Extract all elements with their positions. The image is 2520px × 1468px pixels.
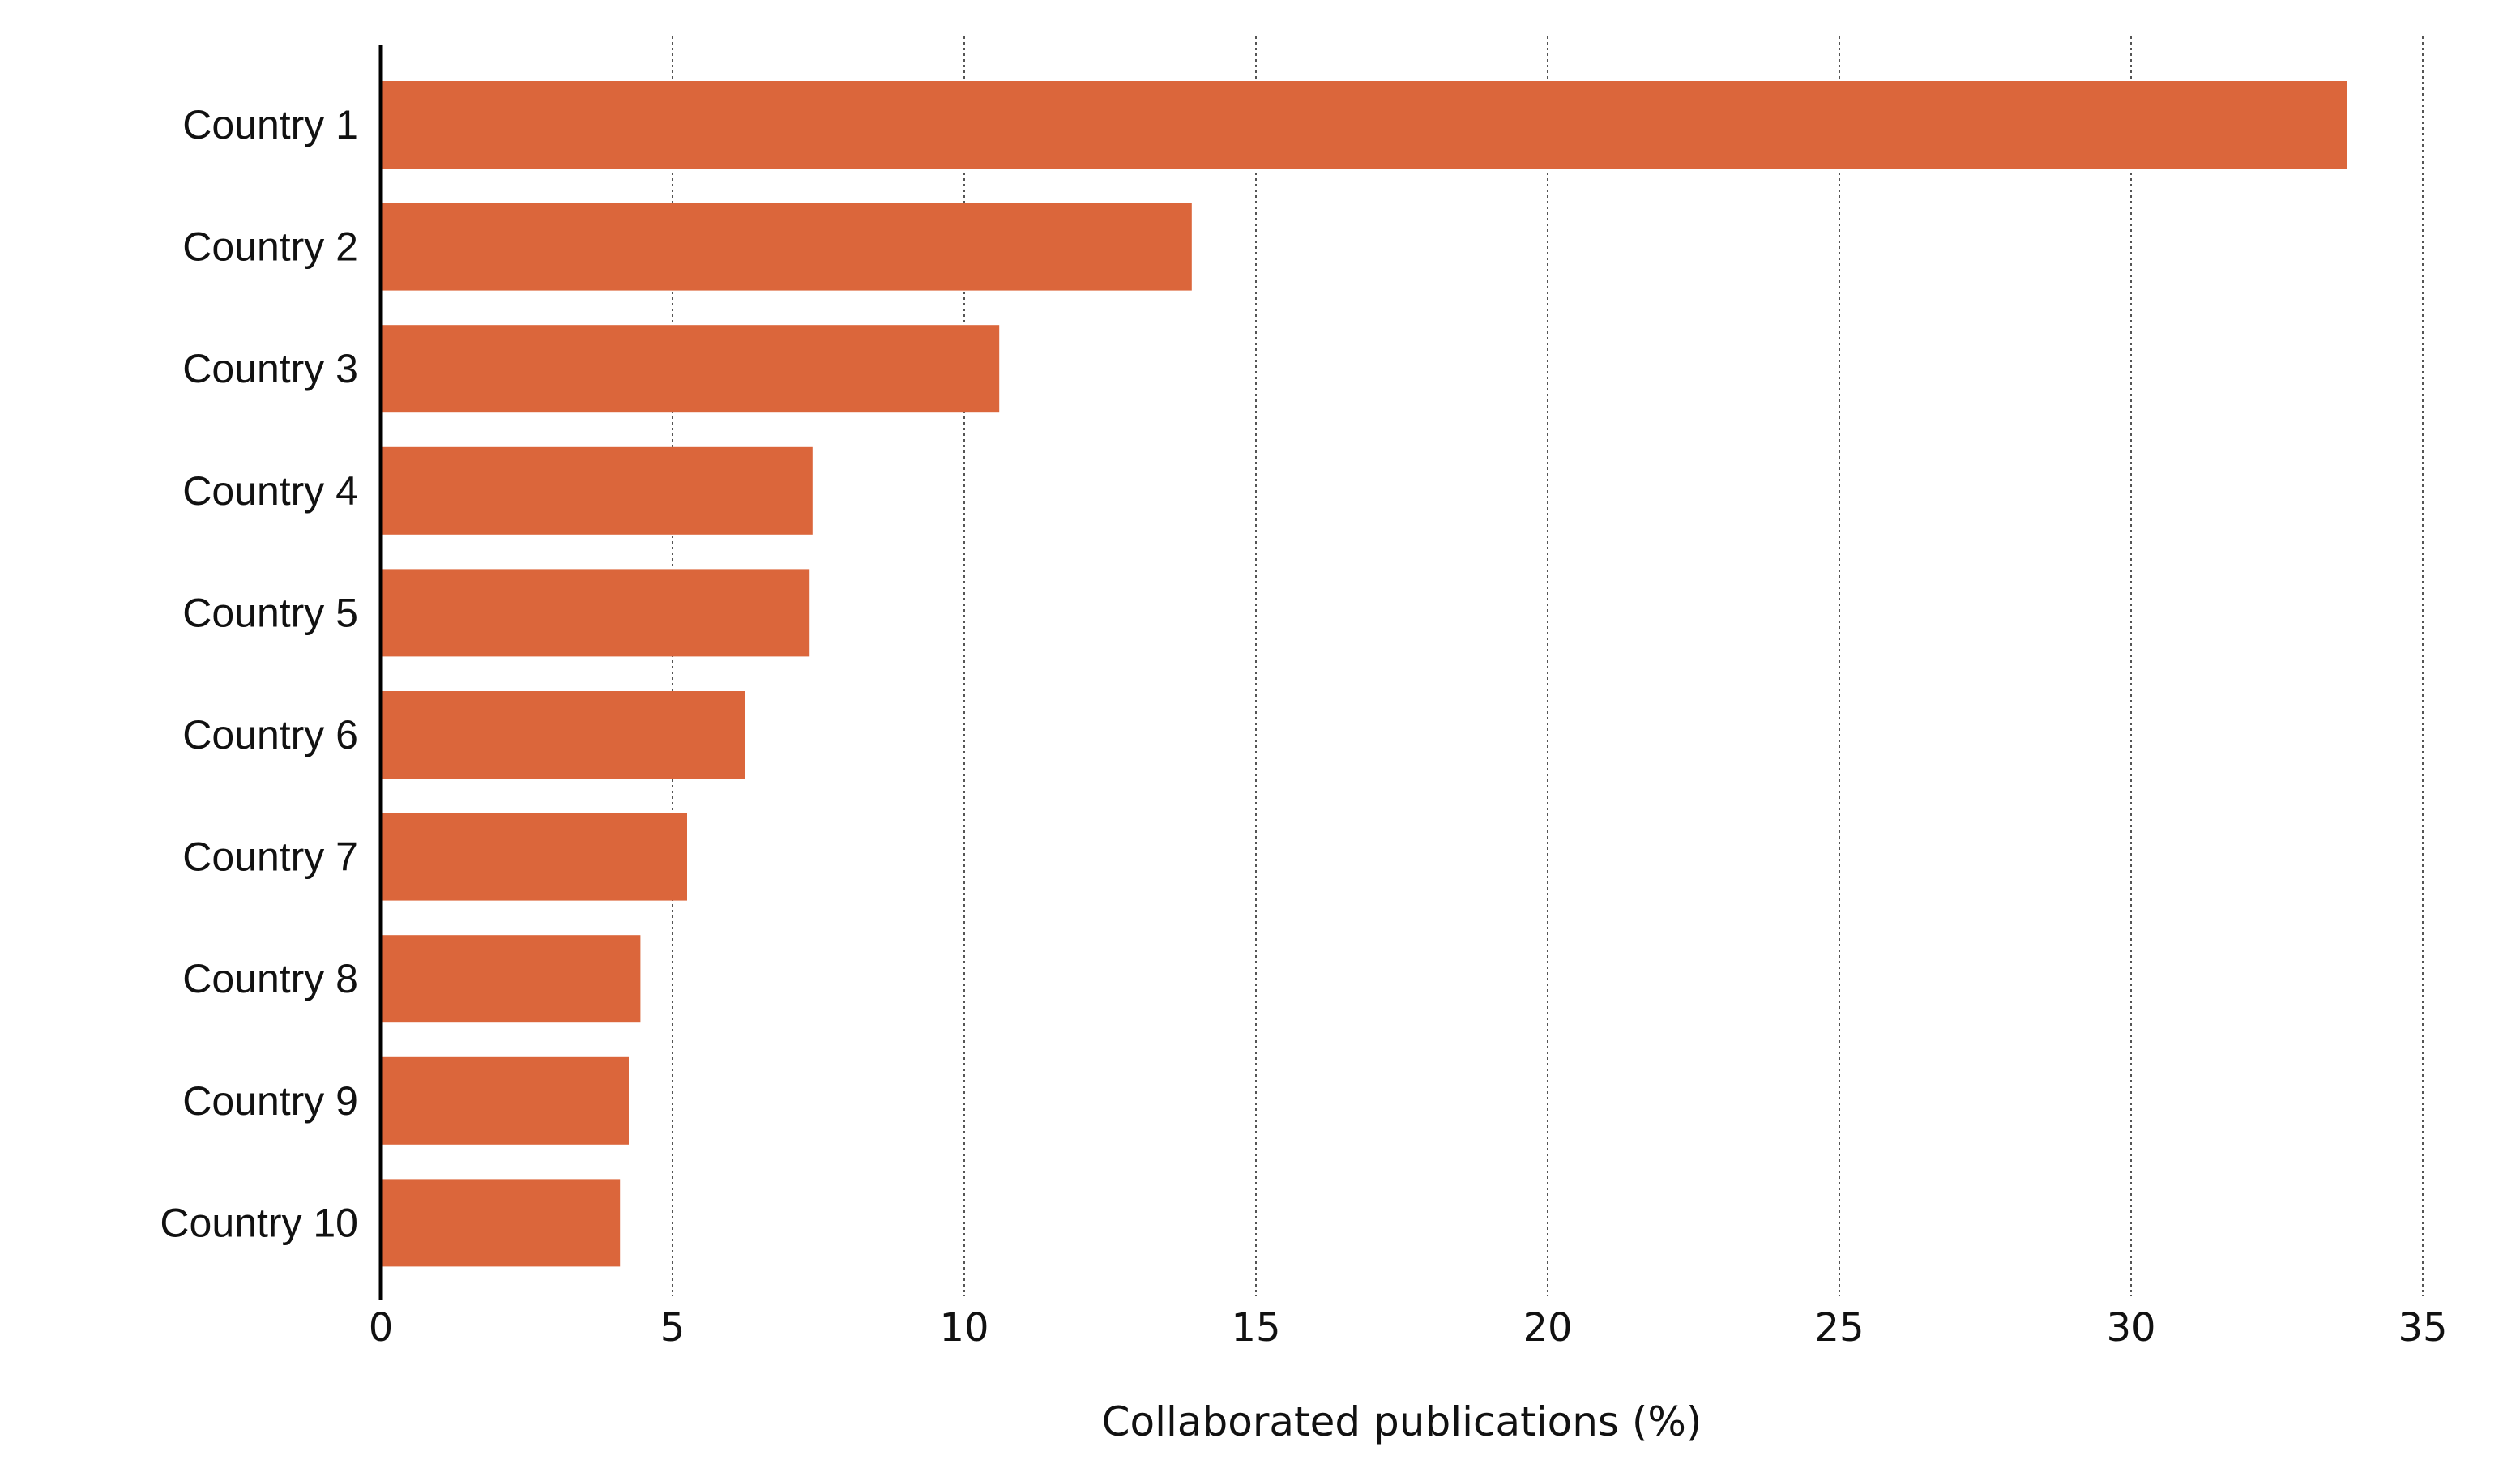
category-labels: Country 1 Country 2 Country 3 Country 4 Coun… (160, 102, 358, 1245)
bar (381, 446, 813, 535)
bar (381, 1056, 629, 1145)
category-label: Country 10 (160, 1200, 358, 1245)
category-label: Country 7 (182, 834, 358, 880)
bar (381, 325, 1000, 413)
bar (381, 81, 2347, 169)
category-label: Country 1 (182, 102, 358, 147)
x-tick-label: 20 (1523, 1305, 1572, 1351)
bars (381, 81, 2347, 1267)
x-tick-labels: 0 5 10 15 20 25 30 35 (369, 1305, 2448, 1351)
x-tick-label: 30 (2106, 1305, 2155, 1351)
bar (381, 813, 687, 901)
x-tick-label: 25 (1814, 1305, 1864, 1351)
x-tick-label: 35 (2398, 1305, 2447, 1351)
category-label: Country 2 (182, 224, 358, 270)
category-label: Country 5 (182, 590, 358, 635)
bar (381, 691, 745, 779)
x-tick-label: 15 (1231, 1305, 1280, 1351)
x-tick-label: 10 (939, 1305, 989, 1351)
x-tick-label: 0 (369, 1305, 394, 1351)
category-label: Country 6 (182, 712, 358, 757)
bar (381, 935, 641, 1023)
x-tick-label: 5 (660, 1305, 686, 1351)
bar (381, 1179, 621, 1267)
category-label: Country 3 (182, 346, 358, 391)
bar (381, 569, 810, 657)
x-axis-title: Collaborated publications (%) (1102, 1398, 1702, 1445)
category-label: Country 8 (182, 956, 358, 1001)
bar (381, 203, 1192, 291)
category-label: Country 4 (182, 468, 358, 514)
category-label: Country 9 (182, 1078, 358, 1124)
